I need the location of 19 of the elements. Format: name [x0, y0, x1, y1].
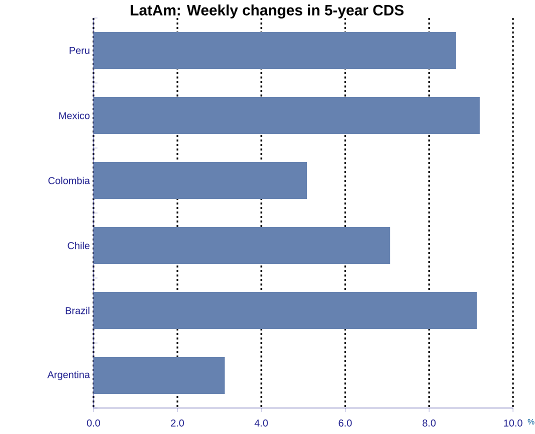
chart-title: LatAm: Weekly changes in 5-year CDS: [130, 4, 404, 19]
x-tick-label: 6.0: [338, 420, 352, 427]
y-tick-label: Peru: [70, 47, 90, 54]
bar: [94, 357, 225, 394]
y-tick-label: Chile: [68, 242, 90, 250]
x-tick-label: 2.0: [170, 420, 184, 427]
y-tick-label: Brazil: [66, 306, 90, 314]
y-tick-label: Argentina: [47, 370, 90, 380]
x-tick-label: 0.0: [86, 420, 100, 427]
x-tick-label: 4.0: [254, 420, 268, 427]
bar: [94, 227, 390, 264]
bar: [94, 97, 480, 134]
x-tick-label: 10.0: [504, 420, 522, 427]
bar: [94, 162, 308, 200]
bar: [94, 32, 456, 69]
bar: [94, 292, 477, 330]
y-tick-label: Colombia: [48, 176, 90, 184]
y-tick-label: Mexico: [59, 112, 90, 120]
x-tick-label: 8.0: [422, 420, 436, 427]
